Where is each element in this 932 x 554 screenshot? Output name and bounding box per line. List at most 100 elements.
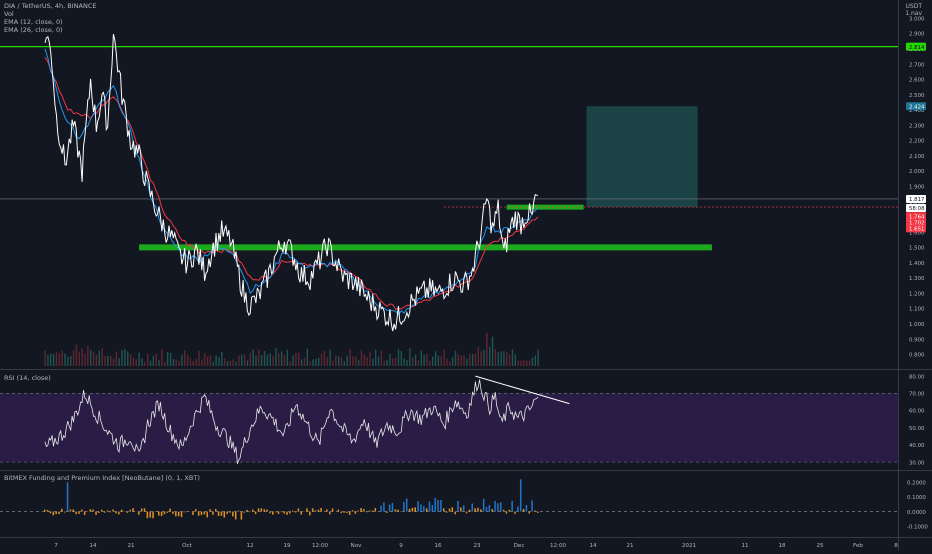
funding-bar <box>55 512 57 514</box>
funding-bar <box>343 512 345 513</box>
time-tick-label: 23 <box>473 543 481 549</box>
funding-bar <box>47 510 49 512</box>
funding-bar <box>61 509 63 512</box>
volume-bar <box>70 356 71 366</box>
volume-bar <box>235 362 236 366</box>
price-tick-label: 2.600 <box>909 78 925 84</box>
funding-bar <box>511 501 513 512</box>
volume-bar <box>107 356 108 366</box>
price-tick-label: 2.000 <box>909 169 925 175</box>
funding-bar <box>460 507 462 511</box>
funding-bar <box>355 512 357 514</box>
funding-bar <box>209 509 211 511</box>
volume-bar <box>247 360 248 366</box>
funding-bar <box>107 511 109 512</box>
funding-bar <box>526 505 528 512</box>
ema12-legend[interactable]: EMA (12, close, 0) <box>4 18 97 26</box>
funding-bar <box>463 505 465 511</box>
funding-bar <box>192 512 194 515</box>
funding-bar <box>320 508 322 512</box>
funding-bar <box>178 512 180 517</box>
funding-bar <box>514 512 516 514</box>
volume-bar <box>244 355 245 366</box>
funding-bar <box>340 512 342 513</box>
target-price-badge: 2.424 <box>909 104 925 110</box>
funding-bar <box>101 510 103 512</box>
volume-bar <box>483 350 484 366</box>
funding-bar <box>110 512 112 513</box>
price-tick-label: 2.100 <box>909 154 925 160</box>
funding-bar <box>503 510 505 512</box>
volume-bar <box>463 355 464 366</box>
volume-bar <box>498 352 499 366</box>
funding-bar <box>523 509 525 512</box>
volume-bar <box>315 359 316 366</box>
volume-bar <box>503 351 504 366</box>
funding-bar <box>509 510 511 512</box>
funding-bar <box>147 512 149 519</box>
volume-bar <box>295 353 296 366</box>
time-tick-label: 2021 <box>682 543 697 549</box>
volume-bar <box>47 355 48 366</box>
funding-bar <box>440 500 442 512</box>
volume-bar <box>318 358 319 366</box>
funding-bar <box>372 511 374 512</box>
funding-bar <box>115 512 117 514</box>
volume-bar <box>386 360 387 366</box>
ema26-legend[interactable]: EMA (26, close, 0) <box>4 26 97 34</box>
volume-bar <box>275 348 276 366</box>
price-tick-label: 1.300 <box>909 276 925 282</box>
funding-bar <box>434 498 436 512</box>
funding-bar <box>218 512 220 516</box>
currency-label: USDT <box>905 3 922 10</box>
funding-bar <box>73 510 75 512</box>
funding-bar <box>429 501 431 511</box>
volume-bar <box>221 352 222 366</box>
volume-bar <box>366 357 367 366</box>
volume-bar <box>99 351 100 366</box>
funding-legend[interactable]: BitMEX Funding and Premium Index [NeoBut… <box>4 474 200 482</box>
funding-tick-label: 0.1000 <box>907 495 926 501</box>
volume-bar <box>347 356 348 366</box>
volume-bar <box>480 352 481 367</box>
funding-bar <box>229 512 231 513</box>
volume-bar <box>119 358 120 366</box>
funding-bar <box>67 482 69 511</box>
time-tick-label: 11 <box>741 543 749 549</box>
funding-bar <box>506 512 508 514</box>
volume-bar <box>150 361 151 366</box>
volume-bar <box>210 355 211 366</box>
volume-bar <box>124 349 125 366</box>
volume-bar <box>181 355 182 367</box>
funding-bar <box>235 512 237 520</box>
volume-bar <box>44 351 45 366</box>
volume-bar <box>127 352 128 367</box>
rsi-legend[interactable]: RSI (14, close) <box>4 374 51 382</box>
funding-bar <box>469 510 471 512</box>
symbol-title[interactable]: DIA / TetherUS, 4h, BINANCE <box>4 2 97 10</box>
target-zone <box>587 106 698 207</box>
funding-bar <box>269 512 271 514</box>
funding-bar <box>420 504 422 511</box>
volume-legend[interactable]: Vol <box>4 10 97 18</box>
volume-bar <box>138 352 139 366</box>
volume-bar <box>287 350 288 366</box>
volume-bar <box>261 355 262 366</box>
funding-bar <box>104 512 106 513</box>
funding-bar <box>246 510 248 512</box>
funding-bar <box>369 511 371 512</box>
volume-bar <box>466 359 467 366</box>
volume-bar <box>224 358 225 366</box>
volume-bar <box>438 356 439 366</box>
funding-bar <box>309 512 311 516</box>
funding-bar <box>415 507 417 511</box>
volume-bar <box>104 356 105 366</box>
volume-bar <box>173 359 174 366</box>
volume-bar <box>384 361 385 366</box>
funding-bar <box>201 512 203 515</box>
funding-bar <box>118 512 120 515</box>
funding-bar <box>278 512 280 514</box>
funding-bar <box>78 512 80 514</box>
